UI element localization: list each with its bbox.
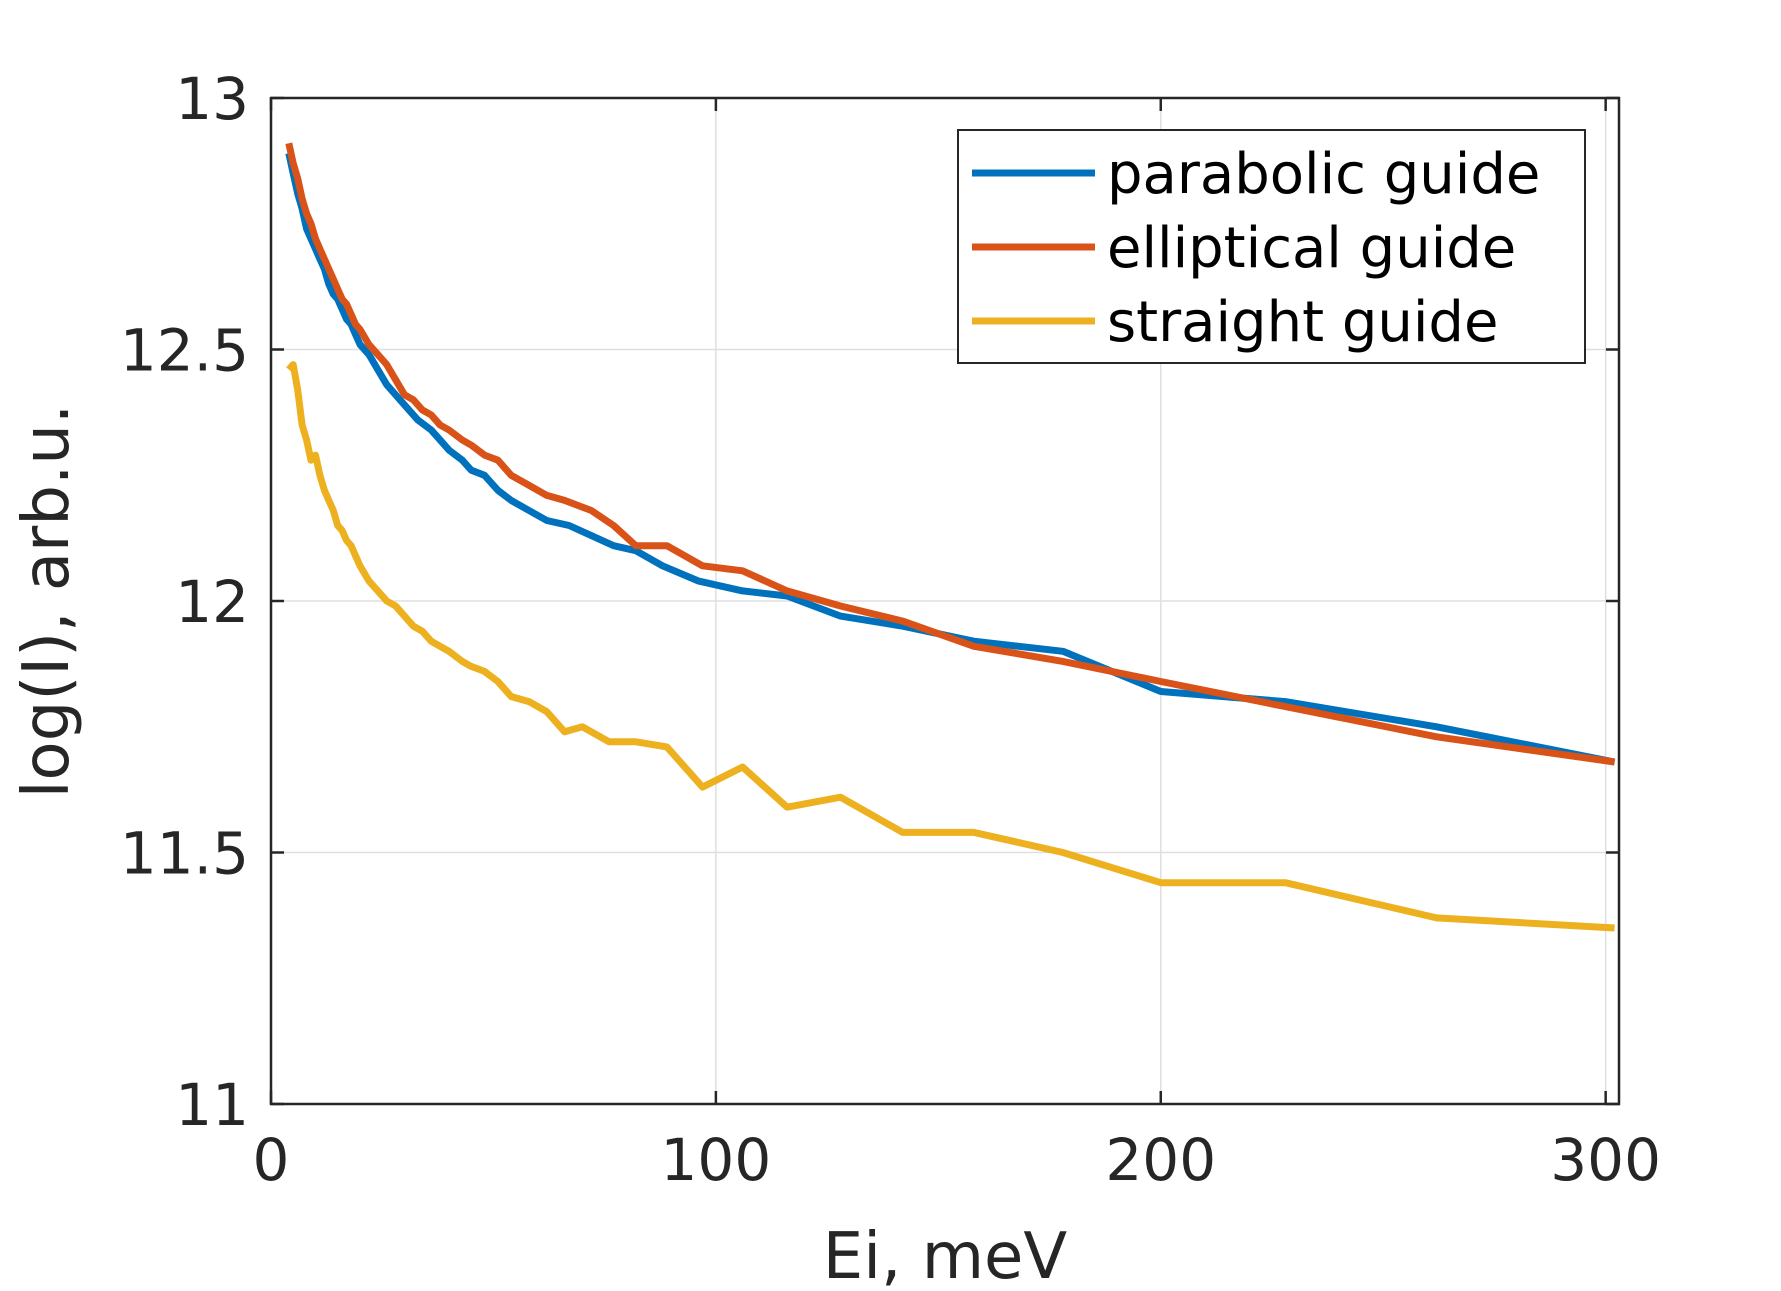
y-tick-label: 13 [175,65,249,133]
series-layer [285,142,1616,932]
legend: parabolic guide elliptical guide straigh… [957,129,1586,364]
x-tick-label: 0 [253,1126,290,1194]
x-tick-label: 100 [661,1126,772,1194]
x-tick-label: 300 [1550,1126,1661,1194]
tick-labels: 0 100 200 300 11 11.5 12 12.5 13 [120,65,1661,1194]
series-line-straight [286,361,1615,932]
y-tick-label: 12 [175,568,249,636]
legend-label-straight: straight guide [1107,290,1498,355]
legend-label-elliptical: elliptical guide [1107,216,1516,281]
y-axis-label: log(I), arb.u. [10,404,84,798]
y-tick-label: 11.5 [120,820,249,888]
ticks [269,96,1619,1106]
series-line-elliptical [285,142,1616,766]
series-line-parabolic [285,152,1616,766]
x-tick-label: 200 [1105,1126,1216,1194]
y-tick-label: 11 [175,1071,249,1139]
y-tick-label: 12.5 [120,317,249,385]
legend-label-parabolic: parabolic guide [1107,142,1540,207]
x-axis-label: Ei, meV [823,1220,1068,1291]
